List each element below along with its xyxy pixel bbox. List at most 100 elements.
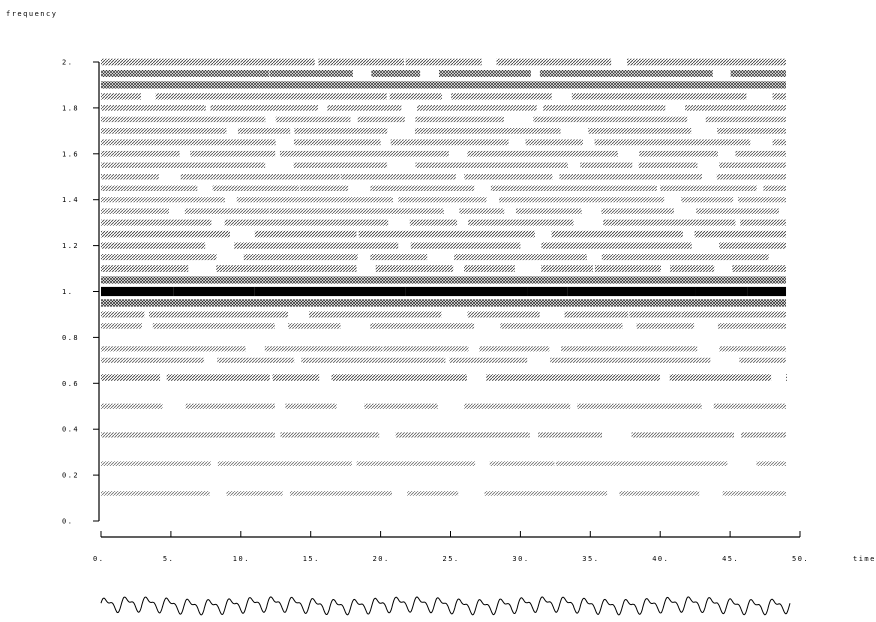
spectrogram-band — [101, 105, 206, 111]
spectrogram-band — [763, 185, 787, 191]
spectrogram-band — [449, 357, 528, 363]
spectrogram-band — [101, 346, 246, 352]
spectrogram-band — [785, 374, 787, 381]
y-tick-label: 1.6 — [62, 150, 79, 158]
spectrogram-band — [259, 93, 387, 100]
spectrogram-band — [468, 219, 574, 226]
spectrogram-band — [340, 174, 456, 180]
spectrogram-band — [254, 230, 357, 238]
spectrogram-band — [660, 185, 757, 191]
spectrogram-band — [631, 432, 734, 438]
spectrogram-band — [318, 58, 405, 66]
spectrogram-band — [490, 185, 657, 191]
y-tick-label: 2. — [62, 59, 73, 67]
spectrogram-band — [467, 150, 618, 157]
spectrogram-band — [184, 208, 269, 214]
spectrogram-band — [216, 265, 357, 272]
y-tick-label: 0. — [62, 518, 73, 526]
spectrogram-band — [371, 70, 421, 77]
spectrogram-band — [226, 491, 283, 496]
spectrogram-band — [619, 491, 700, 496]
spectrogram-band — [285, 403, 337, 409]
spectrogram-band — [101, 58, 241, 66]
spectrogram-band — [467, 311, 540, 318]
spectrogram-band — [639, 150, 718, 157]
spectrogram-band — [101, 150, 180, 157]
spectrogram-band — [541, 242, 692, 249]
spectrogram-band — [101, 174, 159, 180]
spectrogram-band — [732, 265, 787, 272]
spectrogram-band — [101, 208, 170, 214]
spectrogram-band — [730, 70, 787, 77]
spectrogram-band — [224, 219, 389, 226]
y-axis-ticks: 0. 0.2 0.4 0.6 0.8 1. 1.2 1.4 1.6 1.8 2. — [62, 59, 99, 526]
spectrogram-band — [479, 346, 550, 352]
spectrogram-band — [415, 116, 504, 123]
spectrogram-band — [696, 208, 779, 214]
spectrogram-band — [499, 197, 665, 203]
spectrogram-band — [237, 127, 291, 134]
spectrogram-band — [551, 230, 683, 238]
spectrogram-band — [580, 162, 633, 169]
spectrogram-band — [319, 299, 429, 307]
spectrogram-band — [694, 230, 787, 238]
spectrogram-band — [739, 357, 787, 363]
spectrogram-band — [717, 323, 787, 329]
spectrogram-band — [101, 185, 198, 191]
spectrogram-band — [264, 346, 383, 352]
spectrogram-band — [217, 461, 352, 466]
x-tick-label: 40. — [652, 555, 669, 563]
spectrogram-band — [533, 116, 688, 123]
spectrogram-band — [685, 105, 787, 111]
spectrogram-band — [234, 242, 399, 249]
spectrogram-band — [101, 162, 266, 169]
spectrogram-band — [564, 311, 629, 318]
spectrogram-band — [756, 461, 787, 466]
spectrogram-band — [416, 105, 537, 111]
spectrogram-band — [331, 374, 467, 381]
spectrogram-band — [101, 265, 189, 272]
x-tick-label: 45. — [722, 555, 739, 563]
spectrogram-band — [459, 208, 505, 214]
spectrogram-band — [716, 174, 787, 180]
spectrogram-band — [539, 70, 713, 77]
spectrogram-band — [464, 403, 571, 409]
spectrogram-band — [555, 299, 664, 307]
spectrogram-band — [405, 286, 465, 297]
spectrogram-band — [663, 299, 713, 307]
x-axis-ticks: 0. 5. 10. 15. 20. 25. 30. 35. 40. 45. 50. — [93, 531, 808, 563]
spectrogram-band — [717, 127, 787, 134]
spectrogram-band — [210, 105, 319, 111]
spectrogram-band — [439, 70, 531, 77]
spectrogram-band — [101, 81, 259, 89]
spectrogram-band — [719, 242, 787, 249]
spectrogram-band — [626, 58, 787, 66]
y-tick-label: 1.4 — [62, 196, 79, 204]
spectrogram-band — [101, 403, 163, 409]
spectrogram-band — [414, 127, 561, 134]
spectrogram-band — [288, 323, 341, 329]
x-tick-label: 20. — [373, 555, 390, 563]
spectrogram-band — [101, 116, 266, 123]
spectrogram-band — [681, 311, 787, 318]
spectrogram-band — [464, 286, 528, 297]
spectrogram-band — [357, 116, 405, 123]
spectrogram-band — [293, 162, 388, 169]
spectrogram-band — [489, 461, 555, 466]
spectrogram-band — [559, 174, 703, 180]
y-tick-label: 0.6 — [62, 380, 79, 388]
spectrogram-band — [361, 276, 403, 284]
x-tick-label: 35. — [582, 555, 599, 563]
spectrogram-band — [263, 276, 362, 284]
spectrogram-band — [212, 185, 299, 191]
spectrogram-band — [280, 432, 380, 438]
spectrogram-band — [527, 286, 568, 297]
spectrogram-band — [101, 197, 225, 203]
spectrogram-band — [409, 219, 458, 226]
spectrogram-band — [275, 116, 351, 123]
spectrogram-band — [301, 357, 446, 363]
spectrogram-band — [601, 254, 769, 261]
spectrogram-band — [289, 491, 393, 496]
spectrogram-band — [101, 242, 206, 249]
spectrogram-band — [735, 150, 787, 157]
